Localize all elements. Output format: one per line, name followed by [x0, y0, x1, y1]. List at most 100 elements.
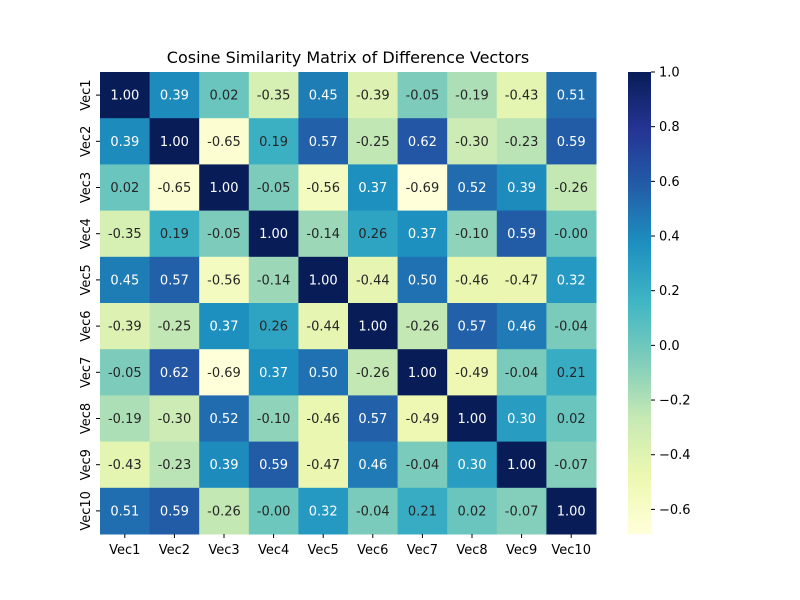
y-tick-label: Vec6 [79, 310, 94, 341]
cell-value: 1.00 [557, 504, 586, 519]
cell-value: -0.25 [356, 135, 390, 150]
heatmap-cell [447, 441, 498, 489]
cell-value: -0.25 [158, 320, 192, 335]
y-tick-label: Vec4 [79, 218, 94, 249]
cell-value: -0.04 [505, 366, 539, 381]
cell-annotations: 1.00 0.39 0.02 -0.35 0.45 -0.39 -0.05 -0.19 -0.4… [108, 89, 588, 520]
cell-value: -0.04 [554, 320, 588, 335]
heatmap-cell [348, 256, 399, 304]
colorbar: −0.6 −0.4 −0.2 0.0 0.2 0.4 0.6 0.8 1.0 [628, 66, 691, 534]
cell-value: -0.05 [257, 181, 291, 196]
cell-value: -0.00 [554, 227, 588, 242]
heatmap-cell [397, 164, 448, 212]
heatmap-cell [199, 303, 250, 350]
cell-value: 0.39 [210, 458, 239, 473]
heatmap-cell [546, 487, 597, 535]
colorbar-tick-label: −0.4 [659, 448, 691, 463]
cell-value: -0.47 [505, 273, 539, 288]
heatmap-cell [100, 487, 151, 535]
heatmap-cell [348, 441, 399, 489]
heatmap-cell [447, 303, 498, 350]
heatmap-cell [496, 256, 547, 304]
cell-value: 0.39 [160, 89, 189, 104]
heatmap-cell [100, 164, 151, 212]
cell-value: 0.46 [507, 320, 536, 335]
y-tick-label: Vec2 [79, 126, 94, 157]
cell-value: -0.26 [207, 504, 241, 519]
heatmap-cell [447, 349, 498, 396]
colorbar-gradient [628, 72, 651, 534]
cell-value: -0.56 [207, 273, 241, 288]
cell-value: 0.30 [507, 412, 536, 427]
heatmap-cell [348, 349, 399, 396]
x-tick-label: Vec1 [109, 543, 140, 558]
y-tick-label: Vec1 [79, 79, 94, 110]
x-tick-label: Vec2 [159, 543, 190, 558]
cell-value: 0.21 [408, 504, 437, 519]
heatmap-cell [248, 72, 299, 119]
y-tick-label: Vec8 [79, 403, 94, 434]
heatmap-cell [546, 441, 597, 489]
heatmap-cell [447, 256, 498, 304]
heatmap-cell [248, 164, 299, 212]
cell-value: -0.44 [356, 273, 390, 288]
y-tick-label: Vec3 [79, 172, 94, 203]
cell-value: 1.00 [458, 412, 487, 427]
cell-value: -0.49 [455, 366, 489, 381]
heatmap-cell [248, 349, 299, 396]
heatmap-cell [447, 487, 498, 535]
cell-value: 0.59 [160, 504, 189, 519]
cell-value: 0.57 [458, 320, 487, 335]
heatmap-cell [348, 487, 399, 535]
cell-value: 0.57 [358, 412, 387, 427]
heatmap-cell [447, 118, 498, 165]
cell-value: -0.10 [257, 412, 291, 427]
cell-value: -0.05 [406, 89, 440, 104]
cell-value: -0.65 [158, 181, 192, 196]
y-axis: Vec1 Vec2 Vec3 Vec4 Vec5 Vec6 Vec7 Vec8 Vec9 Vec1… [79, 79, 100, 531]
cell-value: -0.43 [108, 458, 142, 473]
heatmap-cell [298, 441, 349, 489]
heatmap-cell [100, 118, 151, 165]
cell-value: 1.00 [408, 366, 437, 381]
y-tick-label: Vec7 [79, 357, 94, 388]
cell-value: 0.57 [309, 135, 338, 150]
heatmap-cell [298, 349, 349, 396]
cell-value: -0.19 [108, 412, 142, 427]
cell-value: 0.19 [160, 227, 189, 242]
heatmap-cell [397, 441, 448, 489]
heatmap-cell [496, 395, 547, 443]
cell-value: 0.62 [408, 135, 437, 150]
y-tick-label: Vec5 [79, 264, 94, 295]
cell-value: 0.32 [557, 273, 586, 288]
cell-value: -0.39 [108, 320, 142, 335]
colorbar-tick-label: 0.4 [659, 230, 680, 245]
heatmap-cell [248, 395, 299, 443]
heatmap-cell [248, 303, 299, 350]
heatmap-cell [397, 303, 448, 350]
heatmap-cell [496, 210, 547, 258]
heatmap-cell [348, 210, 399, 258]
heatmap-cell [546, 349, 597, 396]
cell-value: 1.00 [160, 135, 189, 150]
colorbar-tick-label: 0.6 [659, 175, 680, 190]
heatmap-cell [199, 72, 250, 119]
cell-value: -0.10 [455, 227, 489, 242]
cell-value: 1.00 [309, 273, 338, 288]
cell-value: 0.52 [210, 412, 239, 427]
cell-value: -0.07 [554, 458, 588, 473]
heatmap-cell [248, 210, 299, 258]
heatmap-cell [298, 395, 349, 443]
cell-value: 0.52 [458, 181, 487, 196]
heatmap-cell [546, 256, 597, 304]
cell-value: 0.26 [259, 320, 288, 335]
heatmap-cell [298, 210, 349, 258]
cell-value: -0.14 [306, 227, 340, 242]
heatmap-cell [546, 72, 597, 119]
cell-value: -0.47 [306, 458, 340, 473]
heatmap-cell [397, 349, 448, 396]
heatmap-cell [100, 256, 151, 304]
heatmap-cell [100, 349, 151, 396]
cell-value: 0.39 [110, 135, 139, 150]
heatmap-cells [100, 72, 597, 535]
